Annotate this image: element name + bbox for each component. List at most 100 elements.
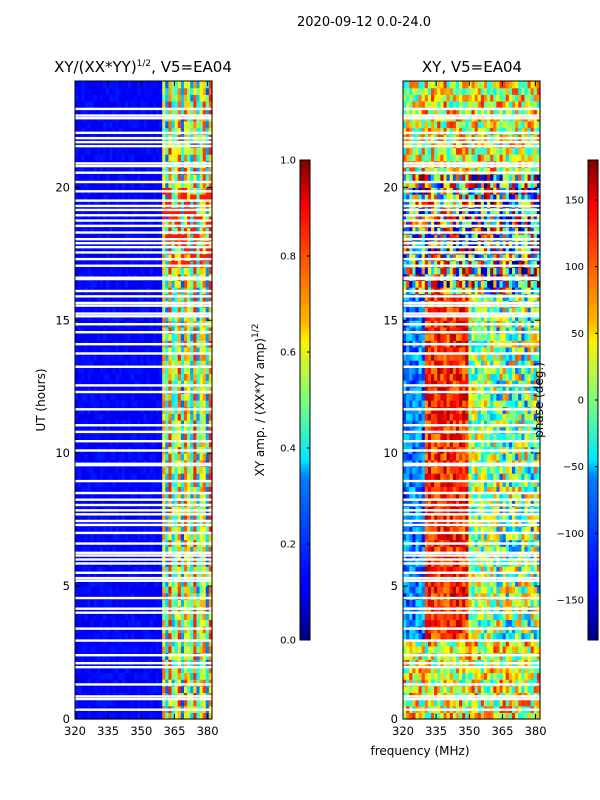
amplitude-heatmap-cell (134, 632, 138, 640)
phase-heatmap-cell (518, 672, 522, 680)
amplitude-heatmap-cell (124, 493, 129, 501)
amplitude-heatmap-cell (103, 479, 107, 487)
amplitude-heatmap-cell (190, 512, 194, 521)
amplitude-heatmap-cell (96, 81, 101, 89)
amplitude-heatmap-cell (106, 526, 110, 534)
amplitude-heatmap-cell (162, 699, 166, 707)
amplitude-heatmap-cell (174, 546, 179, 554)
amplitude-heatmap-cell (183, 140, 188, 149)
amplitude-heatmap-cell (137, 100, 141, 109)
phase-heatmap-cell (431, 712, 435, 720)
amplitude-heatmap-cell (199, 167, 204, 175)
amplitude-heatmap-cell (106, 433, 110, 441)
amplitude-heatmap-cell (190, 127, 194, 135)
amplitude-heatmap-cell (208, 326, 213, 335)
amplitude-heatmap-cell (115, 439, 120, 448)
phase-heatmap-cell (424, 679, 429, 687)
phase-heatmap-cell (518, 645, 522, 654)
amplitude-heatmap-cell (171, 140, 176, 149)
phase-heatmap-cell (490, 645, 494, 654)
amplitude-heatmap-cell (75, 220, 79, 228)
amplitude-heatmap-cell (121, 672, 126, 680)
phase-heatmap-cell (462, 679, 466, 687)
phase-heatmap-cell (477, 699, 482, 707)
amplitude-heatmap-cell (118, 400, 123, 408)
amplitude-heatmap-cell (106, 366, 110, 375)
amplitude-heatmap-cell (75, 193, 79, 202)
phase-heatmap-cell (499, 712, 504, 720)
amplitude-heatmap-cell (115, 526, 120, 534)
amplitude-heatmap-cell (205, 466, 210, 474)
amplitude-heatmap-cell (199, 400, 204, 408)
amplitude-heatmap-cell (165, 120, 170, 129)
amplitude-heatmap-cell (118, 87, 123, 95)
amplitude-heatmap-cell (103, 586, 107, 594)
amplitude-heatmap-cell (180, 353, 185, 361)
amplitude-heatmap-cell (183, 499, 188, 507)
amplitude-heatmap-cell (115, 107, 120, 115)
phase-heatmap-cell (443, 672, 448, 680)
amplitude-heatmap-cell (171, 566, 176, 574)
phase-heatmap-cell (418, 632, 423, 640)
amplitude-heatmap-cell (75, 439, 79, 448)
phase-heatmap-cell (530, 679, 535, 687)
amplitude-heatmap-cell (143, 526, 148, 534)
amplitude-heatmap-cell (81, 253, 85, 262)
amplitude-heatmap-cell (127, 94, 132, 102)
amplitude-heatmap-cell (196, 220, 201, 228)
amplitude-heatmap-cell (99, 107, 104, 115)
amplitude-heatmap-cell (75, 466, 79, 474)
amplitude-heatmap-gap-row (75, 245, 212, 249)
amplitude-heatmap-cell (112, 260, 117, 268)
amplitude-heatmap-cell (87, 346, 92, 355)
amplitude-heatmap-cell (196, 572, 201, 581)
amplitude-heatmap-cell (124, 227, 129, 235)
amplitude-heatmap-cell (99, 247, 104, 255)
amplitude-heatmap-cell (109, 632, 113, 640)
amplitude-heatmap-cell (190, 220, 194, 228)
phase-heatmap-cell (493, 645, 498, 654)
amplitude-heatmap-cell (187, 120, 191, 129)
amplitude-heatmap-cell (199, 612, 204, 620)
amplitude-heatmap-cell (112, 154, 117, 162)
amplitude-heatmap-cell (152, 373, 157, 381)
amplitude-heatmap-cell (140, 639, 145, 647)
amplitude-heatmap-cell (152, 167, 157, 175)
amplitude-heatmap-cell (193, 87, 198, 95)
phase-heatmap-cell (530, 632, 535, 640)
amplitude-heatmap-cell (205, 233, 210, 242)
amplitude-heatmap-cell (140, 380, 145, 388)
phase-heatmap-cell (427, 699, 432, 707)
phase-heatmap-cell (518, 712, 522, 720)
amplitude-heatmap-cell (109, 333, 113, 341)
amplitude-heatmap-cell (202, 267, 207, 275)
amplitude-heatmap-cell (93, 154, 98, 162)
amplitude-heatmap-cell (146, 400, 151, 408)
amplitude-heatmap-cell (115, 612, 120, 620)
amplitude-heatmap-cell (143, 439, 148, 448)
amplitude-heatmap-gap-row (75, 162, 212, 165)
phase-heatmap-cell (437, 619, 441, 627)
amplitude-heatmap-cell (78, 512, 82, 521)
amplitude-heatmap-cell (112, 267, 117, 275)
amplitude-heatmap-cell (75, 612, 79, 620)
phase-heatmap-cell (493, 639, 498, 647)
amplitude-heatmap-cell (180, 486, 185, 494)
phase-heatmap-cell (449, 699, 454, 707)
amplitude-heatmap-cell (168, 712, 173, 720)
amplitude-heatmap-gap-row (75, 295, 212, 298)
amplitude-heatmap-cell (159, 699, 163, 707)
phase-heatmap-cell (502, 685, 507, 694)
amplitude-heatmap-cell (75, 386, 79, 394)
phase-heatmap-cell (536, 639, 541, 647)
amplitude-heatmap-cell (155, 486, 160, 494)
amplitude-heatmap-cell (152, 154, 157, 162)
phase-heatmap-cell (499, 699, 504, 707)
amplitude-heatmap-cell (134, 167, 138, 175)
amplitude-heatmap-cell (78, 413, 82, 421)
amplitude-heatmap-cell (202, 499, 207, 507)
amplitude-heatmap-cell (174, 426, 179, 434)
amplitude-heatmap-cell (115, 366, 120, 375)
amplitude-heatmap-cell (81, 619, 85, 627)
amplitude-heatmap-cell (99, 512, 104, 521)
